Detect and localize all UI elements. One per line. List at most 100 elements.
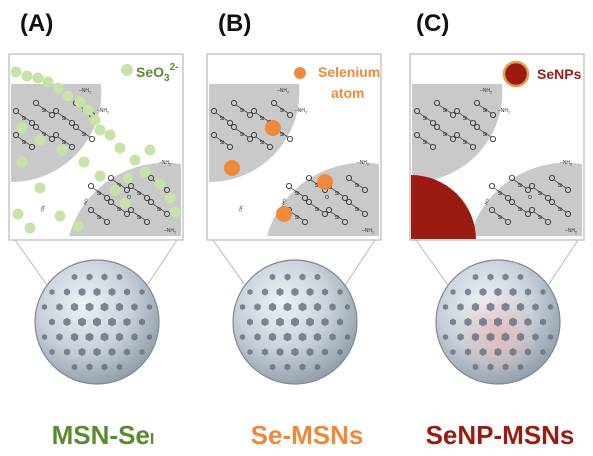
o-atom: [226, 143, 233, 150]
pore-hexagon: [540, 349, 546, 355]
pore-hexagon: [269, 363, 276, 371]
o-atom: [449, 112, 456, 119]
pore-hexagon: [268, 332, 277, 342]
pore-hexagon: [116, 363, 123, 371]
si-atom: Si: [443, 108, 447, 114]
bond: [132, 187, 146, 197]
bond: [533, 211, 547, 221]
si-atom: Si: [240, 132, 244, 138]
silica-wedge-lower: [470, 162, 582, 236]
pore-hexagon: [501, 302, 510, 312]
bond: [17, 136, 31, 146]
o-atom: [489, 112, 496, 119]
o-atom: [325, 206, 332, 213]
si-atom: Si: [42, 132, 46, 138]
si-atom: Si: [463, 116, 467, 122]
o-atom: [28, 120, 35, 127]
pore-hexagon: [247, 349, 253, 355]
pore-hexagon: [108, 288, 116, 296]
pore-hexagon: [41, 334, 48, 340]
bond: [92, 211, 106, 221]
bond: [533, 187, 547, 197]
o-atom: [49, 135, 56, 142]
seo3-ion: [94, 170, 106, 182]
pore-hexagon: [284, 273, 291, 281]
o-atom: [286, 135, 293, 142]
zoom-connector-right: [544, 239, 579, 291]
nh2-group: –NH2: [159, 160, 171, 167]
seo3-ion: [109, 184, 121, 196]
si-atom: Si: [558, 183, 562, 189]
si-atom: Si: [240, 108, 244, 114]
si-atom: Si: [82, 132, 86, 138]
pore-hexagon: [85, 302, 94, 312]
o-atom: [341, 218, 348, 225]
pore-hexagon: [329, 333, 336, 341]
bond: [215, 112, 229, 122]
bond: [255, 136, 269, 146]
pore-hexagon: [306, 348, 314, 356]
selenium-legend-dot: [294, 67, 306, 79]
seo3-ion: [129, 154, 141, 166]
bond: [350, 203, 364, 213]
pore-hexagon: [131, 303, 138, 311]
pore-hexagon: [479, 348, 487, 356]
o-atom: [250, 131, 257, 138]
oh-group: OH: [39, 205, 46, 212]
selenium-atom: [224, 160, 240, 176]
panel-b: Si Si Si Si Si Si Si Si Si Si Si Si Si Si Si Si –NH2 –NH2…: [206, 53, 382, 385]
panel-a: SiSiSiSiSiSiSiSiSiSiSiSiSiSiSiSi–NH2–NH2…: [8, 53, 184, 385]
pore-hexagon: [464, 348, 472, 356]
o-atom: [73, 124, 80, 131]
o-atom: [88, 182, 95, 189]
o-atom: [147, 198, 154, 205]
o-label: O: [528, 195, 532, 201]
o-atom: [285, 182, 292, 189]
si-atom: Si: [97, 215, 101, 221]
pore-hexagon: [321, 348, 329, 356]
pore-hexagon: [344, 334, 351, 340]
panel-b-legend-line2: atom: [331, 85, 364, 101]
pore-hexagon: [450, 289, 456, 295]
panel-a-label: MSN-SeI: [51, 420, 155, 450]
o-atom: [28, 143, 35, 150]
si-atom: Si: [483, 108, 487, 114]
seo3-ion: [16, 156, 28, 168]
bond: [290, 211, 304, 221]
pore-hexagon: [247, 289, 253, 295]
o-atom: [321, 210, 328, 217]
bond: [493, 211, 507, 221]
oh-group: OH: [237, 205, 244, 212]
o-atom: [104, 218, 111, 225]
silica-network: Si Si Si Si Si Si Si Si: [413, 100, 496, 150]
o-atom: [469, 143, 476, 150]
pore-hexagon: [108, 348, 116, 356]
o-atom: [305, 174, 312, 181]
pore-hexagon: [284, 363, 291, 371]
pore-hexagon: [131, 333, 138, 341]
pore-hexagon: [93, 347, 101, 357]
pore-hexagon: [56, 303, 63, 311]
o-atom: [413, 131, 420, 138]
si-atom: Si: [423, 116, 427, 122]
pore-hexagon: [540, 318, 546, 326]
zoom-connector-right: [143, 239, 178, 291]
o-atom: [433, 124, 440, 131]
pore-hexagon: [313, 302, 322, 312]
o-atom: [266, 143, 273, 150]
pore-hexagon: [337, 289, 343, 295]
pore-hexagon: [78, 348, 86, 356]
o-atom: [345, 174, 352, 181]
pore-hexagon: [239, 334, 246, 340]
o-atom: [301, 194, 308, 201]
bond: [37, 128, 51, 138]
o-atom: [33, 124, 40, 131]
o-atom: [305, 198, 312, 205]
o-atom: [89, 135, 96, 142]
pore-hexagon: [313, 332, 322, 342]
pore-hexagon: [298, 302, 307, 312]
si-atom: Si: [22, 116, 26, 122]
si-atom: Si: [137, 191, 141, 197]
